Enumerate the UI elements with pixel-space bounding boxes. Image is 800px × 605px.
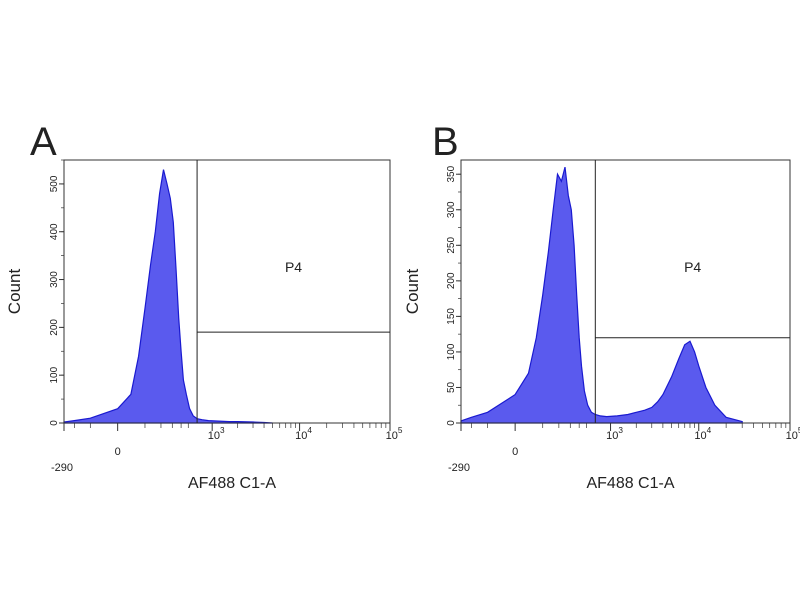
plot-frame (63, 159, 391, 424)
y-tick-label: 400 (49, 223, 60, 240)
x-tick-label: -290 (51, 462, 73, 474)
x-axis-label: AF488 C1-A (188, 475, 276, 492)
x-tick-label: -290 (448, 462, 470, 474)
panel-letter: A (30, 120, 57, 164)
x-tick-label: 104 (694, 426, 711, 442)
histogram-series (460, 166, 743, 424)
histogram-panel-b: B P4 0 50 100 150 200 250 300 350 Count -290 0 103 104… (403, 120, 800, 492)
panel-letter: B (432, 120, 459, 164)
y-tick-label: 250 (446, 237, 457, 254)
y-tick-label: 200 (446, 272, 457, 289)
x-tick-label: 0 (512, 446, 518, 458)
plot-frame (460, 159, 791, 424)
y-tick-label: 0 (49, 420, 60, 426)
y-tick-label: 200 (49, 319, 60, 336)
y-tick-label: 300 (446, 201, 457, 218)
y-tick-label: 100 (446, 343, 457, 360)
gate-label: P4 (285, 259, 302, 275)
y-axis-label: Count (5, 269, 24, 315)
x-tick-label: 105 (386, 426, 403, 442)
y-tick-label: 300 (49, 271, 60, 288)
y-tick-label: 150 (446, 308, 457, 325)
x-tick-label: 104 (295, 426, 312, 442)
histogram-panel-a: A P4 0 100 200 300 400 500 Count -290 0 103 104 105 AF… (5, 120, 403, 492)
x-tick-label: 0 (115, 446, 121, 458)
x-tick-label: 105 (786, 426, 800, 442)
y-tick-label: 500 (49, 175, 60, 192)
x-tick-label: 103 (606, 426, 623, 442)
gate-label: P4 (684, 259, 701, 275)
x-axis-label: AF488 C1-A (586, 475, 674, 492)
y-tick-label: 350 (446, 165, 457, 182)
y-axis-label: Count (403, 269, 422, 315)
x-tick-label: 103 (208, 426, 225, 442)
y-tick-label: 50 (446, 381, 457, 393)
y-tick-label: 0 (446, 420, 457, 426)
histogram-series (63, 169, 273, 424)
y-tick-label: 100 (49, 366, 60, 383)
